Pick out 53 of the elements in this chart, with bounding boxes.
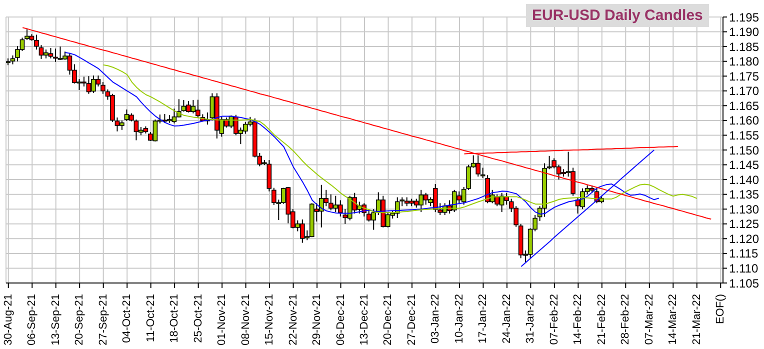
x-tick-label: 31-Jan-22	[524, 294, 537, 344]
x-tick-label: 29-Nov-21	[311, 294, 324, 346]
x-tick-label: 30-Aug-21	[2, 294, 14, 346]
y-tick-label: 1.165	[729, 98, 760, 113]
y-tick-label: 1.145	[729, 158, 760, 172]
x-tick-label: 24-Jan-22	[500, 294, 513, 344]
x-tick-label: 25-Oct-21	[192, 294, 204, 343]
x-tick-label: 20-Sep-21	[74, 294, 86, 346]
x-tick-label: 18-Oct-21	[168, 294, 181, 343]
y-tick-label: 1.115	[729, 246, 758, 261]
x-tick-label: 28-Feb-22	[620, 294, 632, 345]
x-tick-label: 10-Jan-22	[453, 294, 466, 344]
x-tick-label: 06-Dec-21	[334, 294, 347, 346]
y-tick-label: 1.155	[729, 128, 760, 142]
x-tick-label: 27-Sep-21	[97, 294, 110, 346]
x-tick-label: 14-Mar-22	[667, 294, 680, 345]
y-tick-label: 1.195	[729, 10, 760, 24]
x-tick-label: 20-Dec-21	[382, 294, 394, 346]
x-tick-label: 03-Jan-22	[430, 294, 442, 344]
x-tick-label: 08-Nov-21	[240, 294, 252, 346]
x-tick-label: 07-Mar-22	[643, 294, 656, 345]
x-tick-label: 27-Dec-21	[406, 294, 418, 346]
y-tick-label: 1.105	[729, 276, 760, 290]
x-tick-label: 04-Oct-21	[121, 294, 134, 343]
y-tick-label: 1.130	[729, 202, 760, 216]
x-tick-label: EOF()	[714, 294, 727, 324]
x-tick-label: 06-Sep-21	[26, 294, 38, 346]
y-tick-label: 1.110	[729, 261, 758, 276]
line-series	[464, 146, 678, 154]
y-tick-label: 1.180	[729, 54, 760, 69]
y-tick-label: 1.140	[729, 172, 760, 187]
x-tick-label: 11-Oct-21	[144, 294, 157, 342]
x-tick-label: 17-Jan-22	[477, 294, 490, 344]
y-tick-label: 1.150	[729, 143, 760, 158]
x-tick-label: 15-Nov-21	[264, 294, 276, 346]
y-tick-label: 1.185	[729, 40, 760, 54]
x-tick-label: 07-Feb-22	[548, 294, 560, 345]
line-series	[22, 27, 712, 220]
chart-title: EUR-USD Daily Candles	[526, 4, 709, 27]
x-tick-label: 13-Dec-21	[358, 294, 370, 346]
x-tick-label: 21-Mar-22	[690, 294, 703, 345]
y-tick-label: 1.160	[729, 114, 760, 128]
y-tick-label: 1.190	[729, 25, 760, 40]
y-tick-label: 1.175	[729, 69, 760, 84]
x-tick-label: 14-Feb-22	[572, 294, 584, 345]
x-tick-label: 01-Nov-21	[216, 294, 228, 346]
y-tick-label: 1.135	[729, 188, 760, 202]
y-tick-label: 1.170	[729, 84, 760, 98]
x-tick-label: 22-Nov-21	[287, 294, 300, 346]
y-tick-label: 1.125	[729, 217, 760, 232]
x-tick-label: 13-Sep-21	[50, 294, 62, 346]
y-tick-label: 1.120	[729, 232, 760, 246]
x-tick-label: 21-Feb-22	[596, 294, 608, 345]
